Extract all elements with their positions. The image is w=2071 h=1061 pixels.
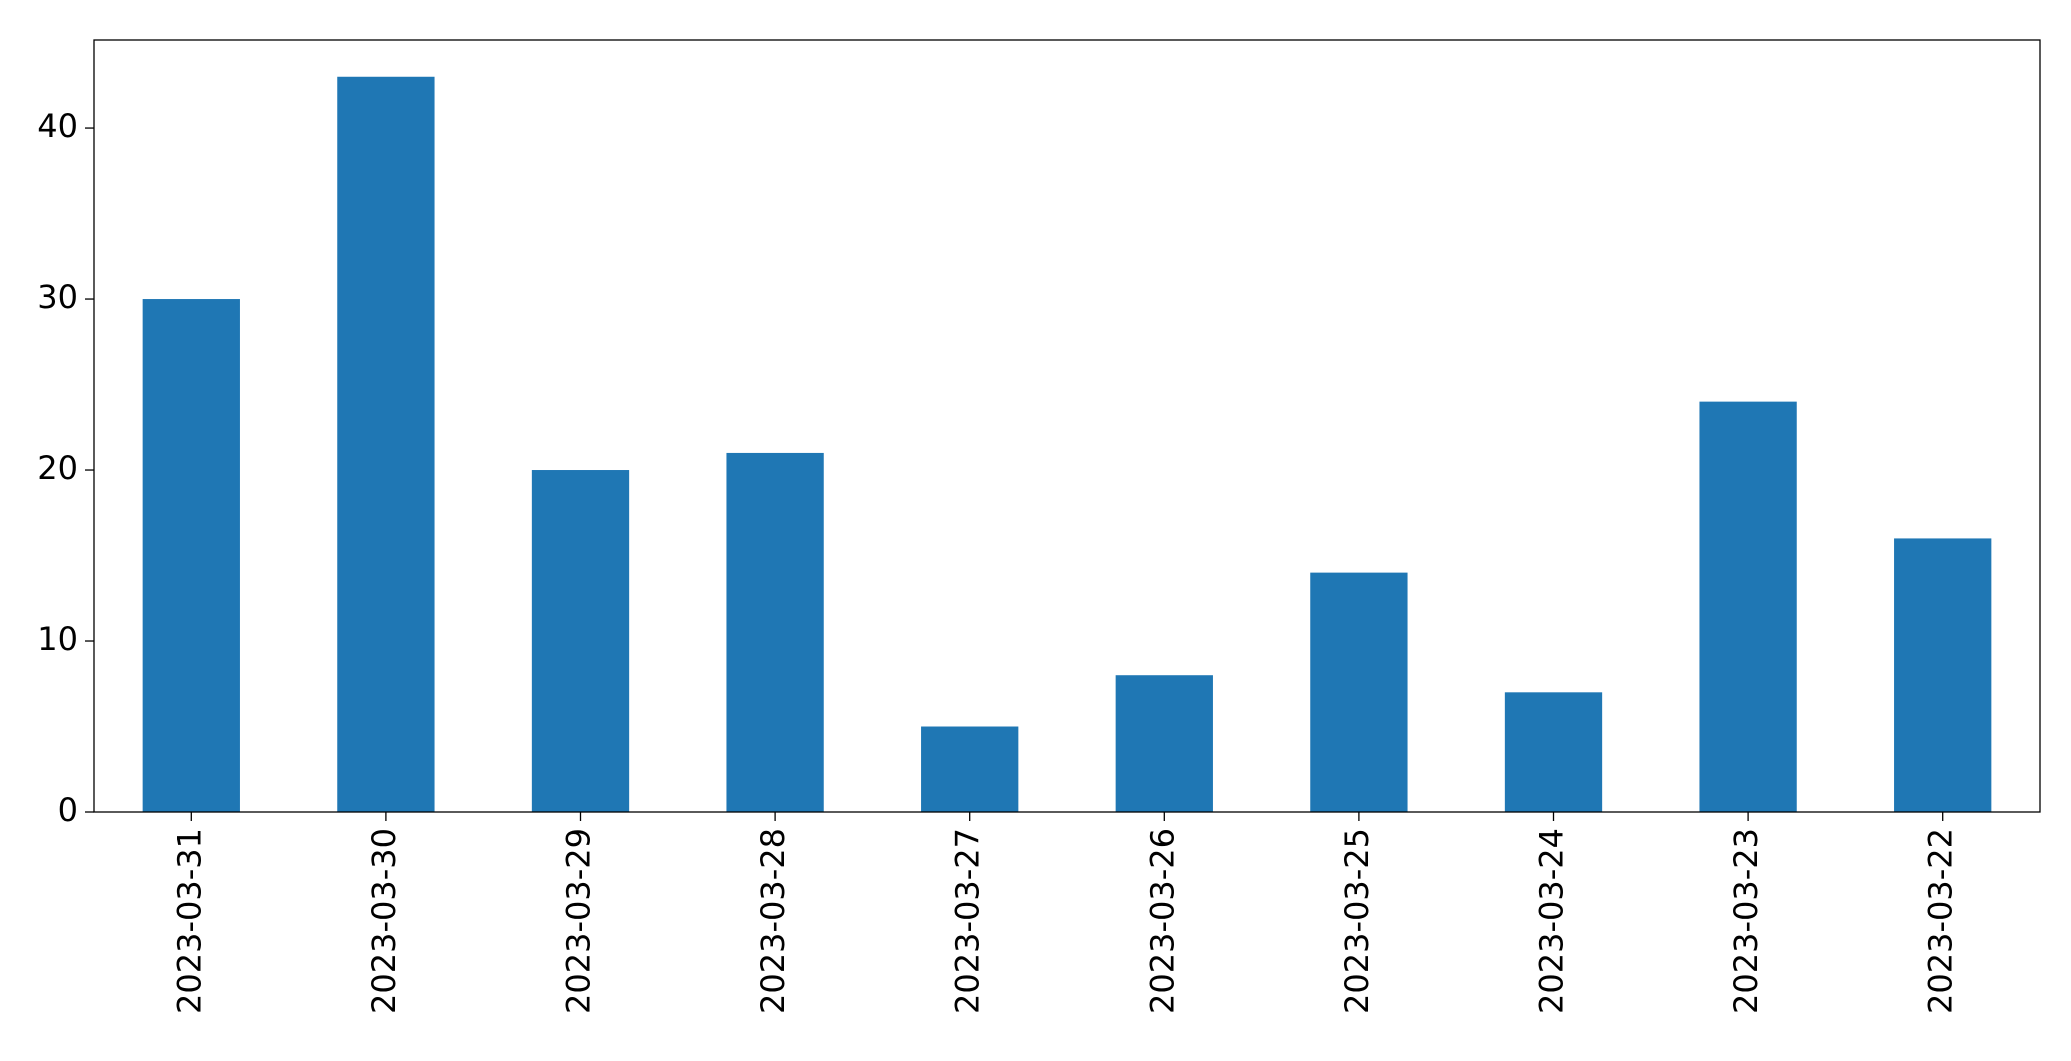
bar (1699, 401, 1797, 812)
x-tick-label: 2023-03-23 (1727, 828, 1765, 1014)
x-tick-label: 2023-03-25 (1338, 828, 1376, 1014)
y-tick-label: 20 (37, 449, 78, 487)
bar (726, 452, 824, 812)
y-tick-label: 10 (37, 620, 78, 658)
bar (921, 726, 1019, 812)
x-tick-label: 2023-03-31 (170, 828, 208, 1014)
x-tick-label: 2023-03-24 (1533, 828, 1571, 1014)
y-tick-label: 30 (37, 278, 78, 316)
bar (1310, 572, 1408, 812)
y-tick-label: 0 (58, 791, 78, 829)
x-tick-label: 2023-03-26 (1143, 828, 1181, 1014)
x-tick-label: 2023-03-28 (754, 828, 792, 1014)
x-tick-label: 2023-03-29 (560, 828, 598, 1014)
bar (337, 76, 435, 812)
bar (142, 299, 240, 812)
bar (1504, 692, 1603, 812)
bar (1115, 675, 1213, 812)
x-tick-label: 2023-03-22 (1922, 828, 1960, 1014)
x-tick-label: 2023-03-30 (365, 828, 403, 1014)
x-tick-label: 2023-03-27 (949, 828, 987, 1014)
y-tick-label: 40 (37, 107, 78, 145)
bar (531, 470, 630, 812)
bar (1894, 538, 1992, 812)
plot-frame (93, 39, 2041, 813)
